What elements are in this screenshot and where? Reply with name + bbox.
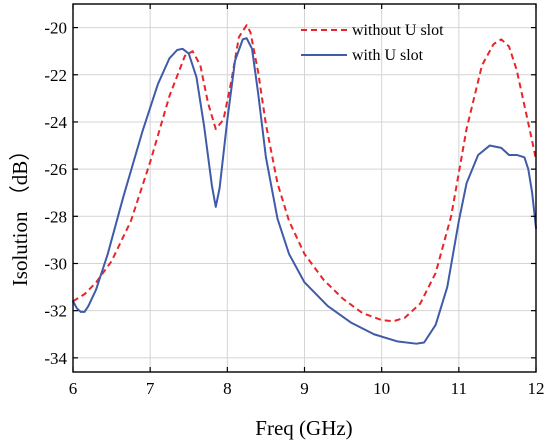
legend-label-without-u-slot: without U slot xyxy=(352,22,444,39)
tick-marks-and-labels: 6 7 8 9 10 11 12 -34 -32 -30 -28 -26 -24 -22 -20 xyxy=(44,4,545,398)
x-tick-label: 10 xyxy=(373,379,390,398)
x-tick-label: 7 xyxy=(146,379,155,398)
x-tick-label: 12 xyxy=(528,379,545,398)
y-tick-label: -34 xyxy=(44,349,67,368)
y-tick-label: -32 xyxy=(44,302,67,321)
y-tick-label: -24 xyxy=(44,113,67,132)
series-line-with-u-slot xyxy=(72,37,537,345)
y-tick-label: -28 xyxy=(44,207,67,226)
x-tick-label: 9 xyxy=(300,379,309,398)
y-tick-label: -22 xyxy=(44,66,67,85)
x-axis-label: Freq (GHz) xyxy=(255,416,352,440)
x-tick-label: 8 xyxy=(223,379,232,398)
y-tick-label: -30 xyxy=(44,254,67,273)
grid-lines xyxy=(72,4,537,372)
legend: without U slot with U slot xyxy=(301,22,444,64)
y-axis-label: Isolution （dB） xyxy=(8,140,32,286)
y-tick-label: -26 xyxy=(44,160,67,179)
series-lines xyxy=(72,24,537,345)
x-tick-label: 11 xyxy=(451,379,467,398)
series-line-without-u-slot xyxy=(72,24,537,323)
y-tick-label: -20 xyxy=(44,19,67,38)
legend-label-with-u-slot: with U slot xyxy=(352,47,424,64)
x-tick-label: 6 xyxy=(69,379,78,398)
